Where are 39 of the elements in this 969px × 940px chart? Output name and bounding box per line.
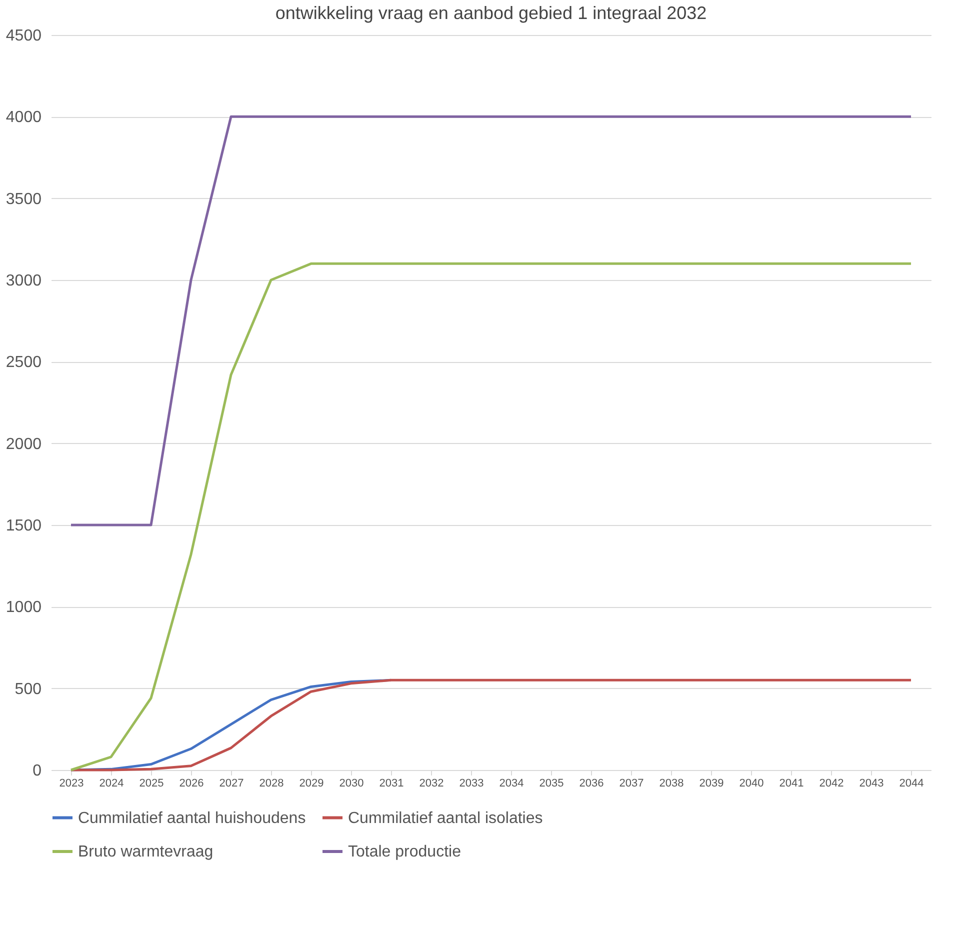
- x-tick-label: 2031: [379, 778, 404, 790]
- x-tick-label: 2030: [339, 778, 364, 790]
- y-tick-label: 3000: [6, 272, 42, 290]
- y-tick-label: 2500: [6, 354, 42, 372]
- y-tick-label: 1500: [6, 518, 42, 534]
- y-tick-label: 3500: [6, 190, 42, 208]
- y-tick-label: 4000: [6, 109, 42, 126]
- x-tick-label: 2044: [899, 778, 924, 790]
- x-tick-label: 2024: [99, 778, 124, 790]
- x-tick-label: 2027: [219, 778, 244, 790]
- line-series: [70, 678, 912, 772]
- y-tick-label: 4500: [6, 28, 42, 44]
- x-tick-label: 2025: [139, 778, 164, 790]
- legend-label: Cummilatief aantal isolaties: [348, 810, 543, 827]
- line-series: [70, 262, 912, 772]
- x-tick-label: 2042: [819, 778, 844, 790]
- x-tick-label: 2026: [179, 778, 204, 790]
- y-tick-label: 2000: [6, 436, 42, 453]
- x-tick-label: 2039: [699, 778, 724, 790]
- y-tick-label: 500: [14, 680, 42, 698]
- legend-label: Cummilatief aantal huishoudens: [78, 810, 306, 827]
- legend-label: Bruto warmtevraag: [78, 844, 214, 860]
- x-tick-label: 2037: [619, 778, 644, 790]
- x-tick-label: 2038: [659, 778, 684, 790]
- y-tick-label: 0: [32, 762, 42, 780]
- x-tick-label: 2029: [299, 778, 324, 790]
- x-tick-label: 2023: [59, 778, 84, 790]
- x-tick-label: 2032: [419, 778, 444, 790]
- x-tick-label: 2034: [499, 778, 524, 790]
- x-tick-label: 2035: [539, 778, 564, 790]
- chart-title: ontwikkeling vraag en aanbod gebied 1 integraal 2032: [275, 3, 707, 23]
- x-tick-label: 2040: [739, 778, 764, 790]
- y-tick-label: 1000: [6, 599, 42, 616]
- x-tick-label: 2033: [459, 778, 484, 790]
- x-tick-label: 2043: [859, 778, 884, 790]
- legend-label: Totale productie: [348, 844, 462, 860]
- x-tick-label: 2028: [259, 778, 284, 790]
- x-tick-label: 2041: [779, 778, 804, 790]
- x-tick-label: 2036: [579, 778, 604, 790]
